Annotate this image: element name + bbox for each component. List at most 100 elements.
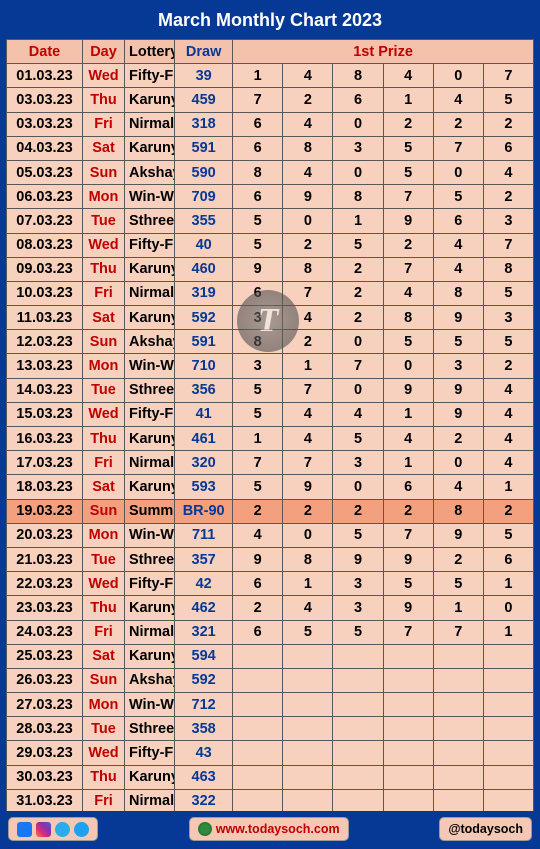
cell-lottery: Fifty-Fifty (125, 402, 175, 426)
table-row: 08.03.23WedFifty-Fifty40525247 (7, 233, 534, 257)
cell-prize-digit: 7 (333, 354, 383, 378)
cell-day: Tue (83, 717, 125, 741)
cell-date: 26.03.23 (7, 668, 83, 692)
cell-prize-digit: 1 (333, 209, 383, 233)
cell-prize-digit: 5 (233, 475, 283, 499)
cell-prize-digit: 2 (483, 499, 533, 523)
cell-prize-digit: 4 (333, 402, 383, 426)
cell-prize-digit: 7 (483, 233, 533, 257)
cell-day: Wed (83, 402, 125, 426)
cell-prize-digit: 5 (283, 620, 333, 644)
table-row: 14.03.23TueSthree Sakthi356570994 (7, 378, 534, 402)
table-row: 24.03.23FriNirmal321655771 (7, 620, 534, 644)
cell-prize-digit: 2 (233, 499, 283, 523)
cell-draw: 42 (175, 572, 233, 596)
header-draw: Draw (175, 40, 233, 64)
cell-lottery: Akshaya (125, 668, 175, 692)
cell-prize-digit: 0 (333, 160, 383, 184)
cell-prize-digit: 8 (233, 330, 283, 354)
cell-prize-digit: 8 (283, 547, 333, 571)
cell-prize-digit: 0 (283, 209, 333, 233)
cell-draw: 318 (175, 112, 233, 136)
cell-draw: 710 (175, 354, 233, 378)
cell-date: 28.03.23 (7, 717, 83, 741)
cell-prize-digit: 8 (233, 160, 283, 184)
lottery-table: Date Day Lottery Draw 1st Prize 01.03.23… (6, 39, 534, 814)
cell-date: 07.03.23 (7, 209, 83, 233)
cell-date: 25.03.23 (7, 644, 83, 668)
cell-prize-digit: 0 (333, 475, 383, 499)
cell-prize-digit (483, 693, 533, 717)
table-row: 18.03.23SatKarunya593590641 (7, 475, 534, 499)
cell-lottery: Sthree Sakthi (125, 209, 175, 233)
cell-lottery: Nirmal (125, 789, 175, 813)
cell-prize-digit: 9 (333, 547, 383, 571)
cell-prize-digit: 3 (333, 596, 383, 620)
cell-lottery: Karunya (125, 136, 175, 160)
cell-prize-digit: 1 (383, 451, 433, 475)
table-row: 25.03.23SatKarunya594 (7, 644, 534, 668)
cell-lottery: Nirmal (125, 112, 175, 136)
cell-prize-digit: 0 (433, 451, 483, 475)
cell-day: Wed (83, 233, 125, 257)
cell-prize-digit (283, 717, 333, 741)
table-row: 31.03.23FriNirmal322 (7, 789, 534, 813)
cell-lottery: Nirmal (125, 281, 175, 305)
cell-date: 01.03.23 (7, 64, 83, 88)
cell-day: Sat (83, 306, 125, 330)
cell-draw: 39 (175, 64, 233, 88)
cell-day: Fri (83, 620, 125, 644)
cell-prize-digit (233, 789, 283, 813)
cell-prize-digit: 1 (483, 475, 533, 499)
cell-prize-digit: 5 (383, 330, 433, 354)
cell-lottery: Nirmal (125, 451, 175, 475)
cell-prize-digit: 6 (233, 136, 283, 160)
cell-prize-digit: 1 (283, 354, 333, 378)
cell-draw: 320 (175, 451, 233, 475)
table-row: 09.03.23ThuKarunya Plus460982748 (7, 257, 534, 281)
cell-prize-digit: 5 (383, 136, 433, 160)
cell-prize-digit: 1 (233, 64, 283, 88)
cell-prize-digit (483, 717, 533, 741)
cell-prize-digit: 4 (433, 233, 483, 257)
cell-prize-digit (383, 693, 433, 717)
cell-prize-digit (333, 693, 383, 717)
cell-lottery: Karunya Plus (125, 765, 175, 789)
cell-day: Sun (83, 330, 125, 354)
cell-day: Sat (83, 644, 125, 668)
cell-prize-digit: 5 (483, 523, 533, 547)
table-row: 07.03.23TueSthree Sakthi355501963 (7, 209, 534, 233)
cell-prize-digit: 1 (383, 402, 433, 426)
cell-day: Mon (83, 693, 125, 717)
cell-date: 17.03.23 (7, 451, 83, 475)
cell-prize-digit: 5 (483, 281, 533, 305)
cell-prize-digit: 2 (433, 112, 483, 136)
cell-prize-digit: 3 (333, 572, 383, 596)
cell-prize-digit: 2 (333, 499, 383, 523)
cell-prize-digit: 9 (233, 257, 283, 281)
cell-prize-digit (483, 741, 533, 765)
cell-prize-digit: 5 (383, 572, 433, 596)
cell-date: 13.03.23 (7, 354, 83, 378)
table-row: 04.03.23SatKarunya591683576 (7, 136, 534, 160)
cell-prize-digit: 2 (483, 112, 533, 136)
cell-prize-digit: 9 (233, 547, 283, 571)
cell-prize-digit: 6 (483, 547, 533, 571)
cell-draw: 591 (175, 330, 233, 354)
cell-lottery: Karunya Plus (125, 88, 175, 112)
cell-prize-digit: 2 (383, 233, 433, 257)
cell-prize-digit: 1 (283, 572, 333, 596)
cell-lottery: Win-Win (125, 523, 175, 547)
cell-prize-digit (483, 765, 533, 789)
cell-prize-digit: 9 (383, 596, 433, 620)
cell-prize-digit: 5 (333, 233, 383, 257)
cell-lottery: Karunya Plus (125, 427, 175, 451)
cell-lottery: Nirmal (125, 620, 175, 644)
cell-prize-digit: 4 (383, 281, 433, 305)
cell-prize-digit: 2 (333, 257, 383, 281)
cell-prize-digit (483, 644, 533, 668)
table-row: 26.03.23SunAkshaya592 (7, 668, 534, 692)
telegram-icon (55, 822, 70, 837)
table-row: 03.03.23FriNirmal318640222 (7, 112, 534, 136)
cell-prize-digit: 4 (433, 88, 483, 112)
